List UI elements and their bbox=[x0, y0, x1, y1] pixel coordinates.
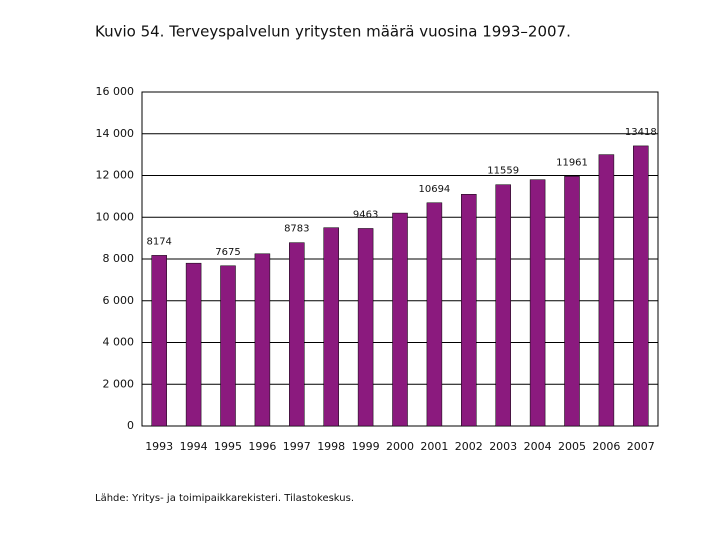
y-tick-label: 0 bbox=[127, 419, 134, 432]
x-tick-label: 2007 bbox=[627, 440, 655, 453]
value-label: 11559 bbox=[487, 166, 519, 177]
bar bbox=[323, 227, 339, 427]
value-label: 10694 bbox=[418, 184, 450, 195]
x-tick-label: 1996 bbox=[248, 440, 276, 453]
value-label: 8783 bbox=[284, 224, 309, 235]
bar bbox=[357, 228, 374, 427]
x-tick-label: 2006 bbox=[592, 440, 620, 453]
bar bbox=[564, 176, 580, 427]
x-tick-label: 2005 bbox=[558, 440, 586, 453]
bar bbox=[461, 194, 477, 427]
x-tick-label: 2004 bbox=[524, 440, 552, 453]
bar bbox=[633, 145, 649, 427]
x-tick-label: 2003 bbox=[489, 440, 517, 453]
value-label: 9463 bbox=[353, 209, 378, 220]
bar bbox=[598, 154, 615, 427]
y-tick-label: 12 000 bbox=[96, 169, 135, 182]
bar bbox=[220, 265, 236, 427]
x-tick-label: 1995 bbox=[214, 440, 242, 453]
bar bbox=[151, 255, 167, 427]
x-tick-label: 2002 bbox=[455, 440, 483, 453]
bar bbox=[254, 253, 271, 427]
y-tick-label: 14 000 bbox=[96, 127, 135, 140]
y-tick-label: 8 000 bbox=[103, 252, 135, 265]
y-tick-label: 6 000 bbox=[103, 294, 135, 307]
y-tick-label: 10 000 bbox=[96, 210, 135, 223]
bar bbox=[529, 179, 546, 427]
chart-title: Kuvio 54. Terveyspalvelun yritysten määr… bbox=[95, 23, 571, 41]
x-tick-label: 1994 bbox=[180, 440, 208, 453]
y-tick-label: 16 000 bbox=[96, 85, 135, 98]
x-tick-label: 1998 bbox=[317, 440, 345, 453]
y-tick-label: 2 000 bbox=[103, 377, 135, 390]
y-tick-label: 4 000 bbox=[103, 336, 135, 349]
source-note: Lähde: Yritys- ja toimipaikkarekisteri. … bbox=[95, 493, 354, 504]
value-label: 11961 bbox=[556, 157, 588, 168]
x-tick-label: 1997 bbox=[283, 440, 311, 453]
bar bbox=[392, 212, 408, 427]
bar bbox=[289, 242, 305, 427]
value-label: 7675 bbox=[215, 247, 240, 258]
value-label: 13418 bbox=[625, 127, 657, 138]
bar bbox=[185, 262, 202, 427]
x-tick-label: 2000 bbox=[386, 440, 414, 453]
bar bbox=[495, 184, 511, 427]
x-tick-label: 1993 bbox=[145, 440, 173, 453]
value-label: 8174 bbox=[146, 236, 171, 247]
x-tick-label: 2001 bbox=[420, 440, 448, 453]
x-tick-label: 1999 bbox=[352, 440, 380, 453]
bar bbox=[426, 202, 443, 427]
